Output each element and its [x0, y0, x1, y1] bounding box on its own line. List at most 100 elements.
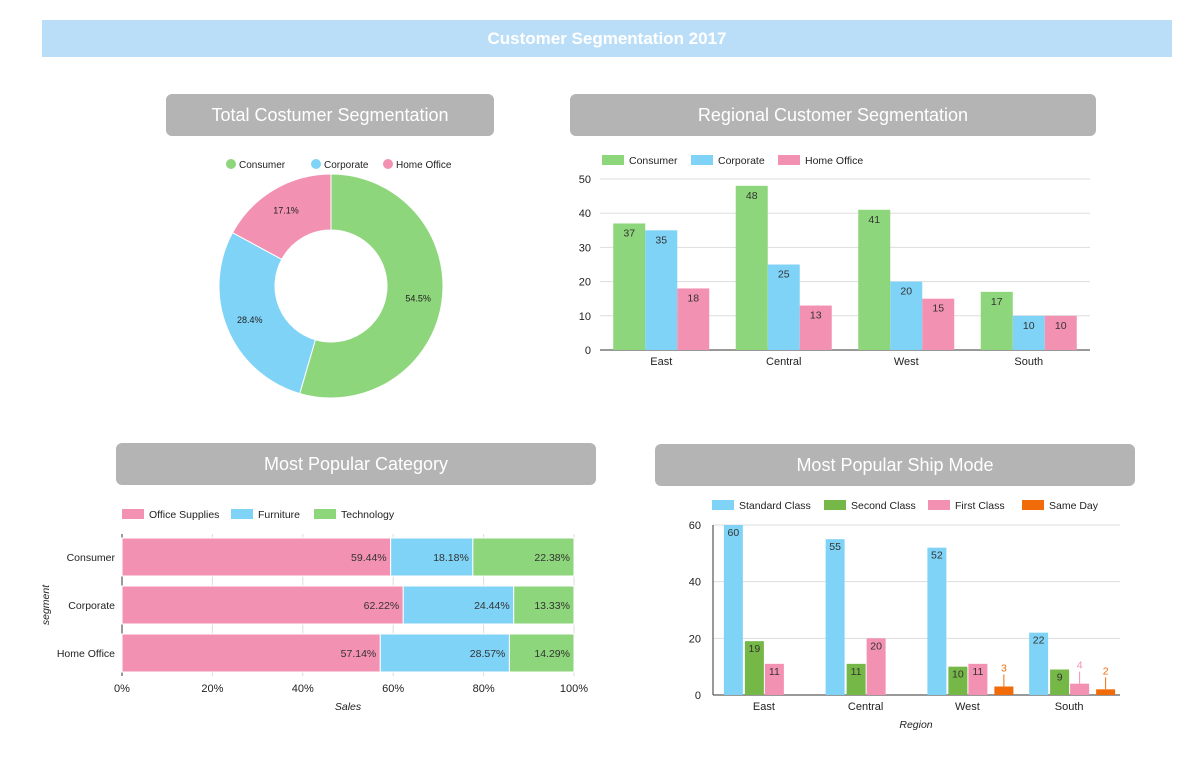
bar-value-label: 57.14% — [341, 648, 377, 660]
legend-label: Consumer — [629, 155, 678, 167]
bar-value-label: 62.22% — [364, 600, 400, 612]
legend-label: Home Office — [396, 160, 452, 171]
bar-corporate — [767, 264, 800, 350]
y-axis-title: segment — [40, 584, 52, 625]
x-tick-label: East — [650, 356, 672, 368]
y-tick-label: 60 — [689, 520, 701, 532]
legend-label: Technology — [341, 509, 395, 521]
x-tick-label: Central — [766, 356, 801, 368]
legend-swatch — [928, 500, 950, 510]
legend-label: Standard Class — [739, 500, 811, 512]
pie-slice-corporate — [218, 231, 316, 395]
bar-office-supplies — [121, 585, 404, 625]
panel-title-ship-mode: Most Popular Ship Mode — [655, 444, 1135, 486]
bar-standard-class — [1029, 632, 1049, 695]
bar-first-class — [968, 663, 988, 695]
dashboard-title: Customer Segmentation 2017 — [42, 20, 1172, 57]
y-tick-label: 20 — [689, 633, 701, 645]
legend-label: Home Office — [805, 155, 863, 167]
bar-home-office — [677, 288, 710, 350]
bar-value-label: 3 — [1001, 663, 1007, 675]
bar-value-label: 14.29% — [534, 648, 570, 660]
y-tick-label: 20 — [579, 277, 591, 289]
legend-label: Furniture — [258, 509, 300, 521]
bar-value-label: 10 — [1055, 320, 1067, 332]
bar-value-label: 25 — [778, 269, 790, 281]
bar-technology — [472, 537, 575, 577]
bar-value-label: 10 — [952, 669, 964, 681]
bar-same-day — [994, 686, 1014, 695]
bar-consumer — [735, 185, 768, 350]
bar-first-class — [764, 663, 784, 695]
bar-consumer — [858, 209, 891, 350]
x-tick-label: 20% — [201, 683, 223, 695]
bar-value-label: 22 — [1033, 635, 1045, 647]
bar-consumer — [613, 223, 646, 350]
legend-swatch — [314, 509, 336, 519]
panel-title-popular-category: Most Popular Category — [116, 443, 596, 485]
x-tick-label: West — [894, 356, 919, 368]
bar-value-label: 35 — [655, 234, 667, 246]
y-tick-label: Corporate — [68, 600, 115, 612]
panel-title-regional-segmentation: Regional Customer Segmentation — [570, 94, 1096, 136]
legend-swatch — [778, 155, 800, 165]
y-tick-label: Consumer — [67, 552, 116, 564]
panel-title-total-segmentation: Total Costumer Segmentation — [166, 94, 494, 136]
y-tick-label: 0 — [585, 345, 591, 357]
bar-value-label: 13.33% — [534, 600, 570, 612]
bar-technology — [513, 585, 575, 625]
bar-furniture — [379, 633, 510, 673]
bar-value-label: 20 — [900, 286, 912, 298]
bar-value-label: 28.57% — [470, 648, 506, 660]
bar-home-office — [1044, 315, 1077, 350]
x-tick-label: 100% — [560, 683, 588, 695]
bar-value-label: 11 — [972, 666, 983, 678]
bar-home-office — [799, 305, 832, 350]
bar-standard-class — [927, 547, 947, 695]
pie-slice-home-office — [231, 173, 332, 261]
bar-consumer — [980, 291, 1013, 350]
legend-label: Corporate — [718, 155, 765, 167]
legend-swatch — [712, 500, 734, 510]
bar-value-label: 59.44% — [351, 552, 387, 564]
bar-first-class — [866, 638, 886, 695]
y-tick-label: 0 — [695, 690, 701, 702]
x-axis-title: Region — [899, 719, 932, 731]
bar-value-label: 10 — [1023, 320, 1035, 332]
y-tick-label: 30 — [579, 242, 591, 254]
bar-value-label: 20 — [870, 640, 882, 652]
legend-label: Corporate — [324, 160, 369, 171]
pie-value-label: 54.5% — [405, 293, 431, 303]
bar-value-label: 15 — [932, 303, 944, 315]
bar-value-label: 11 — [769, 666, 780, 678]
bar-standard-class — [825, 539, 845, 695]
legend-swatch — [122, 509, 144, 519]
bar-technology — [508, 633, 575, 673]
bar-value-label: 18 — [687, 292, 699, 304]
x-tick-label: East — [753, 701, 775, 713]
bar-value-label: 37 — [623, 227, 635, 239]
x-tick-label: 40% — [292, 683, 314, 695]
bar-value-label: 22.38% — [534, 552, 570, 564]
bar-value-label: 13 — [810, 310, 822, 322]
x-tick-label: 80% — [473, 683, 495, 695]
bar-value-label: 19 — [749, 643, 761, 655]
legend-label: Consumer — [239, 160, 286, 171]
legend-label: Office Supplies — [149, 509, 219, 521]
bar-value-label: 18.18% — [433, 552, 469, 564]
y-tick-label: 40 — [579, 208, 591, 220]
bar-value-label: 4 — [1077, 660, 1083, 672]
bar-standard-class — [723, 525, 743, 695]
bar-corporate — [645, 230, 678, 350]
pie-value-label: 17.1% — [273, 205, 299, 215]
bar-second-class — [948, 666, 968, 695]
legend-swatch — [824, 500, 846, 510]
bar-second-class — [744, 641, 764, 695]
legend-swatch — [311, 159, 321, 169]
y-tick-label: 40 — [689, 577, 701, 589]
x-tick-label: West — [955, 701, 980, 713]
bar-value-label: 11 — [851, 666, 862, 678]
bar-value-label: 60 — [728, 527, 740, 539]
x-axis-title: Sales — [335, 701, 362, 713]
bar-value-label: 48 — [746, 190, 758, 202]
